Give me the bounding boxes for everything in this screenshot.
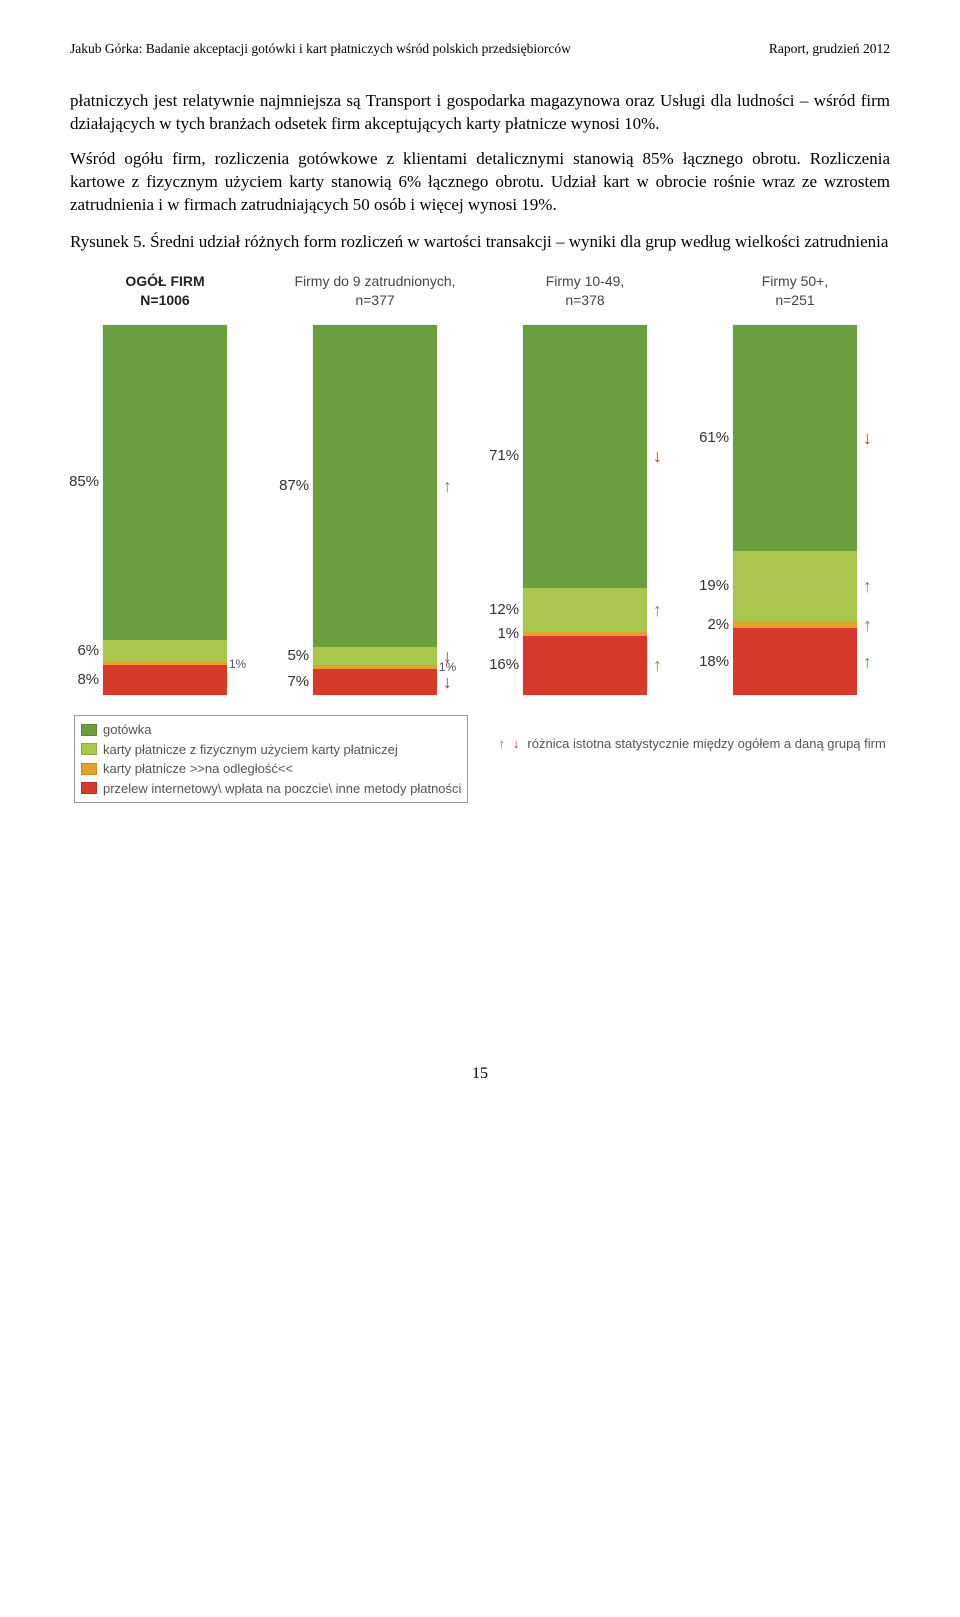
bar-segment-transfer: 7% (313, 669, 437, 695)
legend-box: gotówkakarty płatnicze z fizycznym użyci… (74, 715, 468, 803)
figure-caption: Rysunek 5. Średni udział różnych form ro… (70, 231, 890, 254)
legend-item: karty płatnicze z fizycznym użyciem kart… (81, 740, 461, 760)
legend-swatch (81, 763, 97, 775)
bar-segment-label: 19% (679, 576, 729, 596)
bar-segment-label: 16% (469, 655, 519, 675)
arrow-down-icon: ↓ (863, 426, 872, 450)
legend-swatch (81, 724, 97, 736)
bar-segment-label: 6% (49, 641, 99, 661)
arrow-slot: ↓ (653, 325, 683, 588)
bar-segment-cash: 85% (103, 325, 227, 640)
bar-segment-cash: 71% (523, 325, 647, 588)
chart-column: 61%19%2%18%↓↑↑↑ (704, 325, 886, 695)
stacked-bar: 85%6%1%8% (103, 325, 227, 695)
bar-segment-cash: 87% (313, 325, 437, 647)
arrow-column: ↓ ↑ ↑ (653, 325, 683, 695)
stacked-bar: 61%19%2%18% (733, 325, 857, 695)
bar-segment-card_physical: 6% (103, 640, 227, 662)
arrow-up-icon: ↑ (498, 735, 505, 753)
bar-segment-card_physical: 19% (733, 551, 857, 621)
chart-body: 85%6%1%8%87%5%1%7%↑↓↓71%12%1%16%↓↑↑61%19… (74, 325, 886, 695)
legend-item: przelew internetowy\ wpłata na poczcie\ … (81, 779, 461, 799)
page-number: 15 (70, 1063, 890, 1085)
chart-legend: gotówkakarty płatnicze z fizycznym użyci… (74, 715, 886, 803)
legend-item: karty płatnicze >>na odległość<< (81, 759, 461, 779)
stacked-bar: 87%5%1%7% (313, 325, 437, 695)
header-right: Raport, grudzień 2012 (769, 40, 890, 58)
bar-segment-card_physical: 12% (523, 588, 647, 632)
legend-swatch (81, 782, 97, 794)
arrow-down-icon: ↓ (653, 444, 662, 468)
arrow-up-icon: ↑ (863, 650, 872, 674)
chart-column-header: Firmy do 9 zatrudnionych,n=377 (284, 272, 466, 311)
arrow-down-icon: ↓ (443, 670, 452, 694)
chart-column: 85%6%1%8% (74, 325, 256, 695)
arrow-slot: ↑ (863, 628, 893, 695)
bar-segment-transfer: 8% (103, 665, 227, 695)
bar-segment-label: 12% (469, 600, 519, 620)
chart-column: 87%5%1%7%↑↓↓ (284, 325, 466, 695)
bar-segment-label: 71% (469, 446, 519, 466)
page-header: Jakub Górka: Badanie akceptacji gotówki … (70, 40, 890, 58)
bar-segment-label: 1% (469, 624, 519, 644)
paragraph-1: płatniczych jest relatywnie najmniejsza … (70, 90, 890, 136)
arrow-down-icon: ↓ (513, 735, 520, 753)
bar-segment-label: 5% (259, 646, 309, 666)
paragraph-2: Wśród ogółu firm, rozliczenia gotówkowe … (70, 148, 890, 217)
arrow-column: ↓ ↑ ↑ ↑ (863, 325, 893, 695)
bar-segment-label: 7% (259, 672, 309, 692)
legend-label: karty płatnicze >>na odległość<< (103, 759, 293, 779)
bar-segment-card_remote: 2% (733, 621, 857, 628)
legend-arrows-note: ↑ ↓ różnica istotna statystycznie między … (498, 715, 886, 753)
legend-label: gotówka (103, 720, 151, 740)
arrow-slot: ↑ (863, 621, 893, 628)
arrow-slot: ↑ (863, 551, 893, 621)
legend-swatch (81, 743, 97, 755)
header-left: Jakub Górka: Badanie akceptacji gotówki … (70, 40, 571, 58)
legend-right-text: różnica istotna statystycznie między ogó… (527, 735, 885, 753)
legend-label: przelew internetowy\ wpłata na poczcie\ … (103, 779, 461, 799)
legend-item: gotówka (81, 720, 461, 740)
bar-segment-label: 18% (679, 652, 729, 672)
arrow-up-icon: ↑ (443, 474, 452, 498)
bar-segment-transfer: 18% (733, 628, 857, 695)
bar-segment-transfer: 16% (523, 636, 647, 695)
chart-column-header: OGÓŁ FIRMN=1006 (74, 272, 256, 311)
arrow-slot: ↑ (443, 325, 473, 647)
legend-label: karty płatnicze z fizycznym użyciem kart… (103, 740, 398, 760)
bar-segment-label: 2% (679, 615, 729, 635)
figure-chart: OGÓŁ FIRMN=1006 Firmy do 9 zatrudnionych,… (70, 272, 890, 803)
arrow-up-icon: ↑ (653, 653, 662, 677)
chart-column: 71%12%1%16%↓ ↑ ↑ (494, 325, 676, 695)
chart-column-header: Firmy 10-49,n=378 (494, 272, 676, 311)
arrow-up-icon: ↑ (863, 574, 872, 598)
bar-segment-label: 87% (259, 476, 309, 496)
arrow-up-icon: ↑ (653, 598, 662, 622)
bar-segment-cash: 61% (733, 325, 857, 551)
bar-segment-label: 8% (49, 670, 99, 690)
chart-headers: OGÓŁ FIRMN=1006 Firmy do 9 zatrudnionych,… (74, 272, 886, 311)
arrow-column (233, 325, 263, 695)
bar-segment-label: 85% (49, 472, 99, 492)
arrow-slot: ↓ (863, 325, 893, 551)
stacked-bar: 71%12%1%16% (523, 325, 647, 695)
bar-segment-card_physical: 5% (313, 647, 437, 666)
bar-segment-label: 61% (679, 428, 729, 448)
chart-column-header: Firmy 50+,n=251 (704, 272, 886, 311)
